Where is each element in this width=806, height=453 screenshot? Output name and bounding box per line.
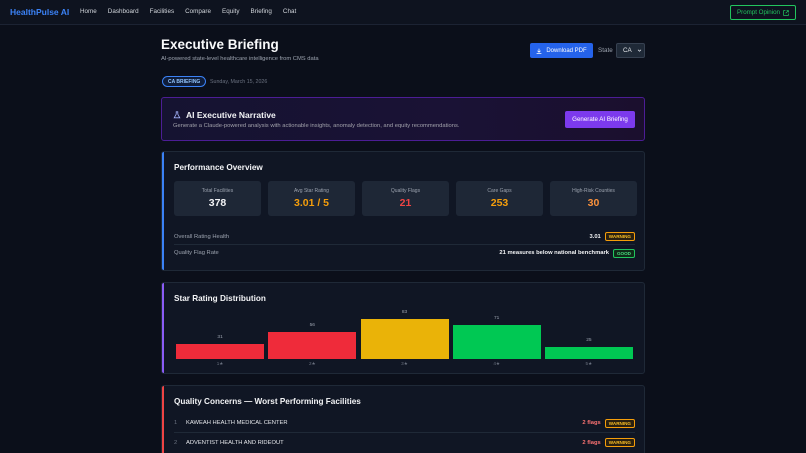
flag-count: 2 flags (582, 420, 601, 426)
external-link-icon (783, 9, 789, 16)
stat-value: 30 (587, 197, 600, 209)
list-item[interactable]: 1 KAWEAH HEALTH MEDICAL CENTER 2 flags W… (174, 414, 635, 433)
bar-4-star (452, 324, 541, 359)
bar-2-star (268, 332, 357, 359)
briefing-badge: CA BRIEFING (162, 76, 207, 87)
stat-tiles: Total Facilities 378 Avg Star Rating 3.0… (174, 181, 637, 216)
bar-value-label: 71 (494, 315, 500, 321)
nav-compare[interactable]: Compare (185, 8, 212, 15)
stat-value: 253 (490, 197, 509, 209)
stat-care-gaps: Care Gaps 253 (456, 181, 543, 216)
performance-title: Performance Overview (174, 163, 263, 172)
bar-category-label: 5★ (585, 361, 593, 366)
nav-equity[interactable]: Equity (222, 8, 240, 15)
bar-5-star (544, 346, 633, 359)
briefing-date: Sunday, March 15, 2026 (210, 79, 268, 85)
stat-value: 378 (208, 197, 227, 209)
stat-total-facilities: Total Facilities 378 (174, 181, 261, 216)
status-badge: WARNING (604, 438, 635, 447)
nav-links: Home Dashboard Facilities Compare Equity… (80, 8, 296, 15)
download-icon (536, 48, 542, 54)
narrative-subtitle: Generate a Claude-powered analysis with … (173, 123, 460, 129)
item-rank: 1 (174, 420, 178, 426)
metric-value: 3.01 (589, 233, 601, 240)
bar-category-label: 2★ (308, 361, 316, 366)
metric-value: 21 measures below national benchmark (499, 250, 609, 256)
state-select[interactable]: CA (616, 43, 645, 58)
bar-value-label: 25 (586, 337, 592, 343)
chart-title: Star Rating Distribution (174, 294, 266, 303)
bar-value-label: 83 (401, 310, 408, 315)
metric-label: Quality Flag Rate (174, 250, 219, 256)
bar-category-label: 4★ (493, 361, 501, 366)
brand-logo[interactable]: HealthPulse AI (10, 7, 70, 17)
narrative-title: AI Executive Narrative (173, 110, 276, 120)
state-select-value: CA (623, 47, 632, 54)
download-pdf-label: Download PDF (546, 47, 587, 54)
stat-quality-flags: Quality Flags 21 (362, 181, 449, 216)
page-title: Executive Briefing (161, 37, 279, 52)
metric-value-group: 3.01 WARNING (589, 232, 635, 241)
flask-icon (173, 111, 181, 119)
card-accent (162, 386, 164, 453)
bar-value-label: 31 (217, 335, 223, 341)
nav-chat[interactable]: Chat (282, 8, 297, 15)
bar-3-star (360, 319, 449, 359)
item-rank: 2 (174, 439, 178, 446)
prompt-opinion-button[interactable]: Prompt Opinion (730, 5, 796, 20)
prompt-opinion-label: Prompt Opinion (737, 9, 780, 16)
state-label: State (598, 47, 613, 54)
nav-facilities[interactable]: Facilities (149, 8, 175, 15)
metric-row-quality-flag-rate: Quality Flag Rate 21 measures below nati… (174, 245, 635, 261)
bar-category-label: 3★ (401, 361, 408, 366)
card-accent (162, 152, 164, 270)
card-accent (162, 283, 164, 373)
status-badge: WARNING (604, 232, 635, 241)
list-item[interactable]: 2 ADVENTIST HEALTH AND RIDEOUT 2 flags W… (174, 433, 635, 452)
quality-concerns-card: Quality Concerns — Worst Performing Faci… (161, 385, 645, 453)
nav-briefing[interactable]: Briefing (250, 8, 272, 15)
star-rating-distribution-card: Star Rating Distribution 31 1★ 56 2★ 83 3★ 71 4… (161, 282, 645, 374)
stat-avg-star-rating: Avg Star Rating 3.01 / 5 (268, 181, 355, 216)
bar-category-label: 1★ (216, 361, 224, 366)
narrative-title-text: AI Executive Narrative (186, 110, 276, 120)
metric-row-rating-health: Overall Rating Health 3.01 WARNING (174, 229, 635, 245)
stat-label: Care Gaps (487, 188, 512, 194)
metric-label: Overall Rating Health (174, 233, 230, 240)
bar-1-star (176, 344, 265, 359)
ai-narrative-panel: AI Executive Narrative Generate a Claude… (161, 97, 645, 141)
top-nav: HealthPulse AI Home Dashboard Facilities… (0, 0, 806, 25)
performance-overview-card: Performance Overview Total Facilities 37… (161, 151, 645, 271)
star-bar-chart: 31 1★ 56 2★ 83 3★ 71 4★ 25 5★ (174, 309, 635, 366)
stat-value: 3.01 / 5 (293, 197, 330, 209)
generate-ai-briefing-button[interactable]: Generate AI Briefing (565, 111, 635, 128)
quality-title: Quality Concerns — Worst Performing Faci… (174, 397, 361, 406)
metric-value-group: 21 measures below national benchmark GOO… (499, 248, 635, 258)
stat-label: Quality Flags (390, 188, 421, 194)
stat-value: 21 (399, 197, 412, 209)
nav-dashboard[interactable]: Dashboard (107, 8, 139, 15)
stat-label: Avg Star Rating (294, 188, 329, 194)
chevron-down-icon (637, 49, 642, 52)
page-subtitle: AI-powered state-level healthcare intell… (161, 56, 319, 62)
stat-high-risk-counties: High-Risk Counties 30 (550, 181, 637, 216)
download-pdf-button[interactable]: Download PDF (530, 43, 593, 58)
facility-name: KAWEAH HEALTH MEDICAL CENTER (186, 420, 288, 426)
stat-label: Total Facilities (201, 188, 234, 194)
nav-home[interactable]: Home (80, 8, 97, 15)
stat-label: High-Risk Counties (572, 188, 615, 194)
status-badge: WARNING (604, 418, 635, 428)
status-badge: GOOD (612, 248, 635, 258)
facility-name: ADVENTIST HEALTH AND RIDEOUT (186, 439, 284, 446)
bar-value-label: 56 (309, 323, 315, 328)
flag-count: 2 flags (582, 439, 601, 446)
